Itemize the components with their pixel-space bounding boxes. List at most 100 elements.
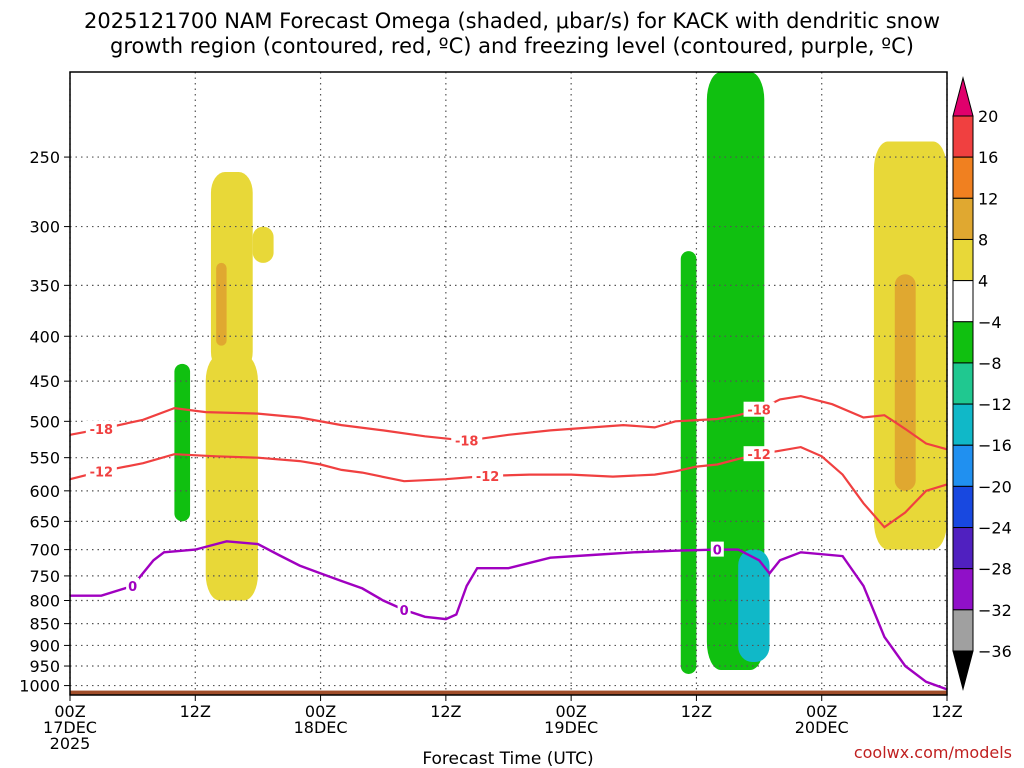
dgz-minus18-label-bg-1: [451, 432, 483, 448]
colorbar-box-4: [952, 280, 974, 323]
colorbar-box-8: [952, 444, 974, 487]
y-tick-label-250: 250: [29, 148, 60, 167]
freezing-level-label-2: 0: [713, 544, 722, 559]
colorbar-bottom-arrow: [952, 650, 974, 691]
x-tick-label-0-1: 17DEC: [43, 718, 97, 737]
dgz-minus12-label-bg-1: [472, 467, 504, 483]
plot-area: -18 -18 -18 -12 -12 -12 0 0 0: [69, 71, 948, 696]
omega-region-2: [205, 354, 258, 601]
freezing-level-line: [70, 540, 948, 691]
grid-lines: [69, 72, 948, 695]
y-tick-label-850: 850: [29, 615, 60, 634]
y-tick-label-500: 500: [29, 412, 60, 431]
omega-region-6: [706, 72, 765, 671]
x-tick-label-6-1: 20DEC: [795, 718, 849, 737]
colorbar-label-13: −36: [978, 642, 1012, 661]
freezing-level-label-0: 0: [128, 580, 137, 595]
y-tick-label-750: 750: [29, 567, 60, 586]
x-tick-label-7-0: 12Z: [931, 702, 962, 721]
y-tick-label-400: 400: [29, 327, 60, 346]
colorbar-label-3: 8: [978, 230, 988, 249]
x-tick-label-2-0: 00Z: [305, 702, 336, 721]
x-tick-label-0-2: 2025: [50, 734, 91, 753]
y-tick-label-800: 800: [29, 592, 60, 611]
dgz-minus12-line: [69, 445, 948, 529]
freezing-level-label-bg-1: [397, 601, 411, 617]
omega-region-7: [738, 549, 770, 662]
y-tick-label-450: 450: [29, 372, 60, 391]
plot-frame: [69, 71, 948, 696]
colorbar-label-7: −12: [978, 395, 1012, 414]
dgz-minus18-label-1: -18: [455, 435, 479, 450]
y-tick-label-900: 900: [29, 636, 60, 655]
freezing-level-label-1: 0: [400, 604, 409, 619]
credit-text: coolwx.com/models: [854, 743, 1012, 762]
freezing-level-label-bg-2: [710, 541, 724, 557]
dgz-minus18-label-bg-0: [85, 420, 117, 436]
x-tick-label-0-0: 00Z: [54, 702, 85, 721]
colorbar-box-0: [952, 115, 974, 158]
colorbar-box-1: [952, 156, 974, 199]
colorbar-box-11: [952, 568, 974, 611]
dgz-minus12-label-bg-0: [85, 463, 117, 479]
colorbar: 20 16 12 8 4 −4 −8 −12 −16 −20 −24 −28 −32 −36: [952, 76, 1012, 691]
y-tick-label-700: 700: [29, 541, 60, 560]
x-tick-label-5-0: 12Z: [681, 702, 712, 721]
x-tick-label-4-1: 19DEC: [544, 718, 598, 737]
omega-region-9: [894, 274, 916, 491]
colorbar-label-0: 20: [978, 107, 998, 126]
x-tick-label-4-0: 00Z: [555, 702, 586, 721]
x-tick-label-3-0: 12Z: [430, 702, 461, 721]
terrain-fill: [70, 690, 947, 695]
y-tick-label-650: 650: [29, 512, 60, 531]
colorbar-label-12: −32: [978, 601, 1012, 620]
y-tick-label-950: 950: [29, 657, 60, 676]
dgz-minus12-label-1: -12: [476, 470, 500, 485]
freezing-level-label-bg-0: [126, 577, 140, 593]
omega-region-5: [680, 251, 697, 674]
dgz-minus18-label-0: -18: [90, 423, 114, 438]
colorbar-box-2: [952, 197, 974, 240]
colorbar-label-8: −16: [978, 436, 1012, 455]
colorbar-box-5: [952, 321, 974, 364]
colorbar-label-6: −8: [978, 354, 1002, 373]
dgz-minus12-label-2: -12: [747, 448, 771, 463]
colorbar-box-10: [952, 527, 974, 570]
omega-shading: [174, 72, 947, 674]
chart-title-line-1: 2025121700 NAM Forecast Omega (shaded, μ…: [84, 9, 940, 33]
y-tick-label-350: 350: [29, 276, 60, 295]
chart-title-line-2: growth region (contoured, red, ºC) and f…: [110, 34, 914, 58]
colorbar-box-7: [952, 403, 974, 446]
y-tick-label-550: 550: [29, 449, 60, 468]
colorbar-top-arrow: [952, 76, 974, 117]
colorbar-label-9: −20: [978, 477, 1012, 496]
colorbar-label-5: −4: [978, 313, 1002, 332]
colorbar-box-3: [952, 238, 974, 282]
y-axis-ticks: 250 300 350 400 450 500 550 600 650 700 750 800 850 9…: [19, 148, 70, 696]
contour-lines: -18 -18 -18 -12 -12 -12 0 0 0: [69, 394, 948, 691]
colorbar-box-9: [952, 485, 974, 529]
dgz-minus18-label-bg-2: [743, 401, 775, 417]
x-axis-label: Forecast Time (UTC): [422, 749, 593, 768]
colorbar-box-12: [952, 609, 974, 652]
terrain: [70, 690, 947, 695]
colorbar-label-4: 4: [978, 272, 988, 291]
y-tick-label-1000: 1000: [19, 677, 60, 696]
colorbar-label-1: 16: [978, 148, 998, 167]
dgz-minus18-label-2: -18: [747, 404, 771, 419]
omega-region-1: [252, 226, 274, 263]
colorbar-label-2: 12: [978, 189, 998, 208]
colorbar-label-11: −28: [978, 560, 1012, 579]
x-tick-label-1-0: 12Z: [180, 702, 211, 721]
dgz-minus12-label-0: -12: [90, 465, 114, 480]
x-tick-label-2-1: 18DEC: [294, 718, 348, 737]
x-tick-label-6-0: 00Z: [806, 702, 837, 721]
colorbar-label-10: −24: [978, 519, 1012, 538]
colorbar-box-6: [952, 362, 974, 405]
omega-region-3: [216, 262, 227, 346]
dgz-minus12-label-bg-2: [743, 446, 775, 462]
y-tick-label-600: 600: [29, 482, 60, 501]
dgz-minus18-line: [69, 394, 948, 451]
